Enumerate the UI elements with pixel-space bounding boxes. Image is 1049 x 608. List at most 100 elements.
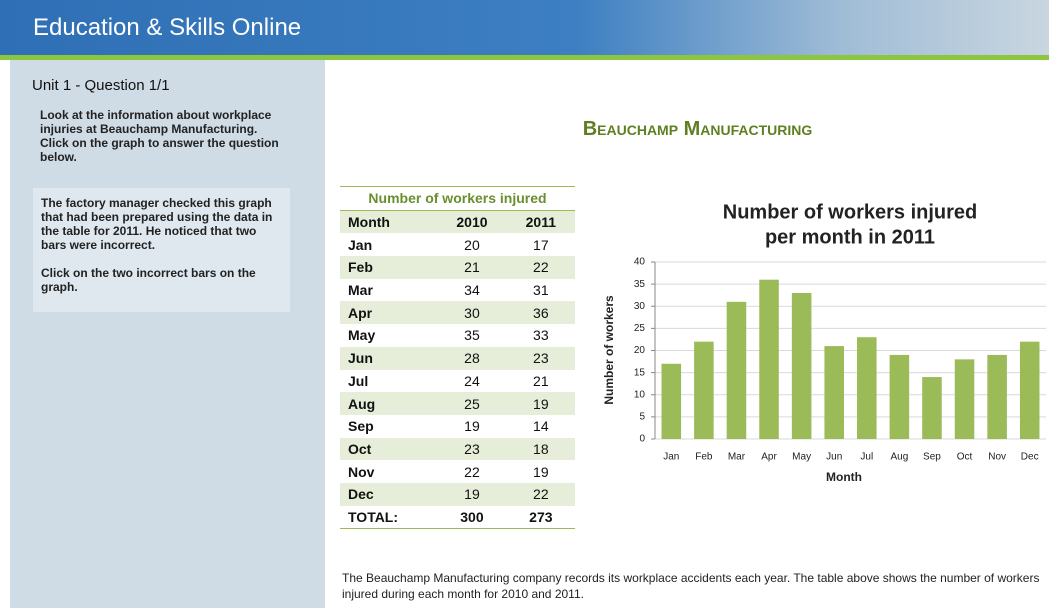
bar[interactable] xyxy=(857,337,877,439)
table-caption: Number of workers injured xyxy=(340,187,575,211)
x-tick-label: Sep xyxy=(923,452,941,463)
table-cell: Jun xyxy=(340,347,437,370)
table-cell: Mar xyxy=(340,279,437,302)
bar[interactable] xyxy=(759,280,779,439)
question-text: The factory manager checked this graph t… xyxy=(41,196,284,252)
table-cell: 34 xyxy=(437,279,506,302)
table-cell: 14 xyxy=(507,415,575,438)
bar[interactable] xyxy=(694,342,714,439)
header: Education & Skills Online xyxy=(0,0,1049,60)
table-cell: 19 xyxy=(437,415,506,438)
table-cell: 31 xyxy=(507,279,575,302)
y-tick-label: 15 xyxy=(634,367,646,378)
column-header: 2011 xyxy=(507,210,575,233)
column-header: Month xyxy=(340,210,437,233)
unit-label: Unit 1 - Question 1/1 xyxy=(32,77,170,94)
table-cell: Jan xyxy=(340,233,437,256)
y-tick-label: 0 xyxy=(639,434,645,445)
bar[interactable] xyxy=(662,364,682,439)
table-cell: May xyxy=(340,324,437,347)
table-cell: 24 xyxy=(437,370,506,393)
bar[interactable] xyxy=(824,346,844,439)
x-tick-label: Mar xyxy=(728,452,746,463)
chart-title: per month in 2011 xyxy=(765,226,935,248)
table-cell: Sep xyxy=(340,415,437,438)
table-cell: TOTAL: xyxy=(340,506,437,529)
footer-line: The Beauchamp Manufacturing company reco… xyxy=(342,570,1049,586)
x-tick-label: Nov xyxy=(988,452,1006,463)
y-tick-label: 5 xyxy=(639,412,645,423)
table-cell: 19 xyxy=(437,483,506,506)
footer-line: injured during each month for 2010 and 2… xyxy=(342,586,1049,602)
table-cell: 36 xyxy=(507,301,575,324)
table-cell: 23 xyxy=(437,438,506,461)
x-tick-label: Dec xyxy=(1021,452,1039,463)
bar[interactable] xyxy=(922,377,942,439)
question-text: Click on the two incorrect bars on the g… xyxy=(41,266,284,294)
table-cell: 21 xyxy=(437,256,506,279)
bar[interactable] xyxy=(890,355,910,439)
x-tick-label: Feb xyxy=(695,452,713,463)
x-tick-label: Jan xyxy=(663,452,679,463)
table-cell: 21 xyxy=(507,370,575,393)
table-cell: 23 xyxy=(507,347,575,370)
sidebar: Unit 1 - Question 1/1 Look at the inform… xyxy=(10,60,325,608)
table-cell: Jul xyxy=(340,370,437,393)
y-tick-label: 40 xyxy=(634,257,646,268)
table-cell: 273 xyxy=(507,506,575,529)
x-axis-label: Month xyxy=(826,470,862,484)
table-cell: 17 xyxy=(507,233,575,256)
bar[interactable] xyxy=(727,302,747,439)
page: Education & Skills Online Unit 1 - Quest… xyxy=(0,0,1049,608)
table-cell: 33 xyxy=(507,324,575,347)
table-cell: Nov xyxy=(340,460,437,483)
table-cell: 35 xyxy=(437,324,506,347)
x-tick-label: Aug xyxy=(890,452,908,463)
header-title: Education & Skills Online xyxy=(33,14,301,42)
table-cell: 20 xyxy=(437,233,506,256)
table-cell: 22 xyxy=(437,460,506,483)
table-cell: 22 xyxy=(507,256,575,279)
bar[interactable] xyxy=(1020,342,1040,439)
y-tick-label: 30 xyxy=(634,301,646,312)
y-tick-label: 10 xyxy=(634,389,646,400)
table-cell: 18 xyxy=(507,438,575,461)
table-cell: 19 xyxy=(507,392,575,415)
table-cell: Oct xyxy=(340,438,437,461)
y-tick-label: 25 xyxy=(634,323,646,334)
table-cell: 300 xyxy=(437,506,506,529)
table-cell: 22 xyxy=(507,483,575,506)
chart: Number of workers injured per month in 2… xyxy=(590,190,1049,490)
y-axis-label: Number of workers xyxy=(602,295,616,405)
table-cell: 30 xyxy=(437,301,506,324)
x-tick-label: Jul xyxy=(860,452,873,463)
y-tick-label: 20 xyxy=(634,345,646,356)
table-cell: Dec xyxy=(340,483,437,506)
x-tick-label: Oct xyxy=(957,452,973,463)
bar[interactable] xyxy=(955,359,975,439)
y-tick-label: 35 xyxy=(634,279,646,290)
x-tick-label: Apr xyxy=(761,452,777,463)
table-cell: 25 xyxy=(437,392,506,415)
table-cell: Aug xyxy=(340,392,437,415)
bar[interactable] xyxy=(792,293,812,439)
main-title: Beauchamp Manufacturing xyxy=(380,118,1015,141)
table-cell: 19 xyxy=(507,460,575,483)
bar[interactable] xyxy=(987,355,1007,439)
table-cell: 28 xyxy=(437,347,506,370)
x-tick-label: Jun xyxy=(826,452,842,463)
